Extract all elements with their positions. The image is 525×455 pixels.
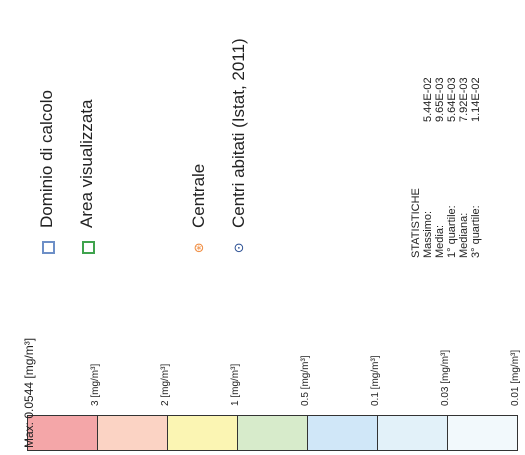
scale-class-cell [237,415,308,451]
legend-centri-label: Centri abitati (Istat, 2011) [229,38,248,228]
stats-row: 3° quartile: 1.14E-02 [470,77,482,258]
stats-row: Massimo: 5.44E-02 [422,77,434,258]
legend-area-label: Area visualizzata [77,99,96,228]
scale-class-cell [377,415,448,451]
stats-row: 1° quartile: 5.64E-03 [446,77,458,258]
stats-title: STATISTICHE [410,188,422,258]
stats-row-value: 5.44E-02 [422,77,434,122]
legend-centrale-label: Centrale [189,163,208,228]
scale-tick-label: 1 [mg/m³] [230,363,241,406]
scale-tick-label: 0.03 [mg/m³] [440,349,451,406]
stats-row: Mediana: 7.92E-03 [458,77,470,258]
area-square-icon [82,241,95,254]
legend-dominio-label: Dominio di calcolo [37,90,56,228]
stats-row-label: Massimo: [422,210,434,258]
scale-class-cell [97,415,168,451]
stats-row-label: 3° quartile: [470,205,482,258]
stats-row-value: 5.64E-03 [446,77,458,122]
stats-row-label: Mediana: [458,212,470,258]
max-value-label: Max: 0.0544 [mg/m³] [22,337,36,448]
centrale-icon: ⊛ [193,240,205,255]
scale-tick-label: 0.1 [mg/m³] [370,355,381,406]
scale-tick-label: 2 [mg/m³] [160,363,171,406]
scale-class-cell [307,415,378,451]
scale-tick-label: 3 [mg/m³] [90,363,101,406]
stats-row-label: Media: [434,224,446,258]
scale-class-cell [167,415,238,451]
stats-row-label: 1° quartile: [446,205,458,258]
stats-row-value: 7.92E-03 [458,77,470,122]
stats-row-value: 9.65E-03 [434,77,446,122]
dominio-square-icon [42,241,55,254]
stats-row: Media: 9.65E-03 [434,77,446,258]
scale-class-cell [27,415,98,451]
centri-abitati-icon: ⊙ [233,240,245,255]
scale-end-label: 0.01 [mg/m³] [510,349,521,406]
scale-class-cell [447,415,518,451]
statistics-block: STATISTICHE Massimo: 5.44E-02 Media: 9.65E-… [410,77,482,258]
scale-tick-label: 0.5 [mg/m³] [300,355,311,406]
stats-row-value: 1.14E-02 [470,77,482,122]
